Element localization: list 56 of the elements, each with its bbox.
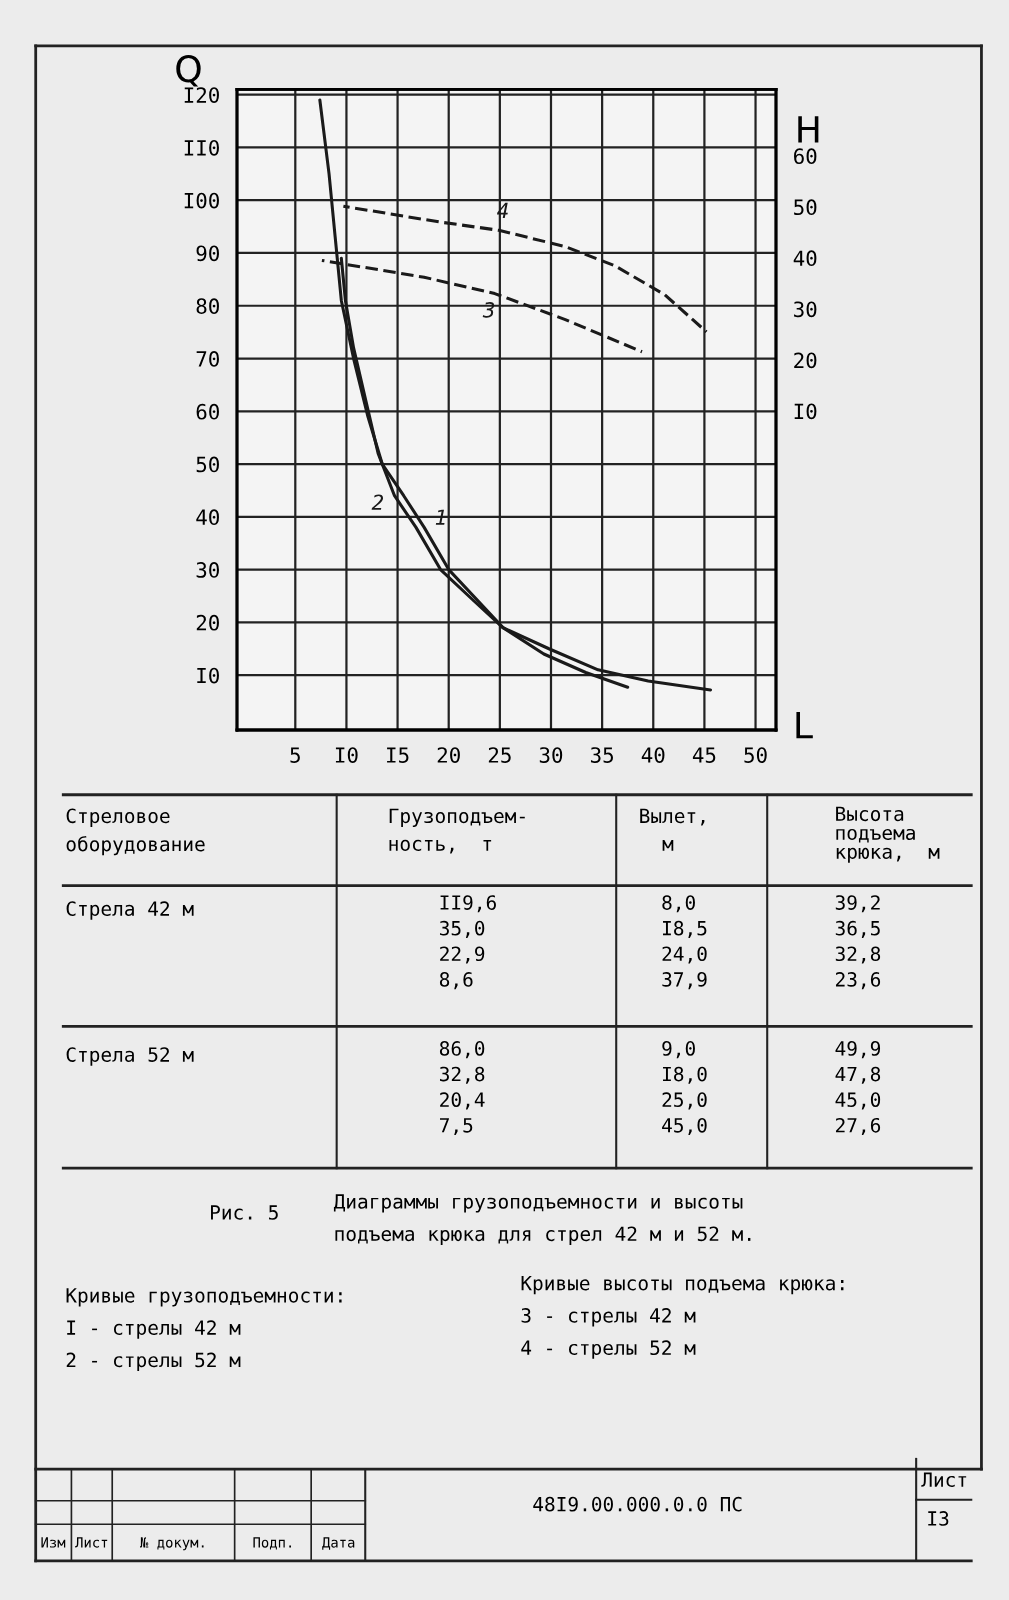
y-tick-label: 30 bbox=[196, 562, 219, 578]
text: Кривые грузоподъемности: I - стрелы 42 м 2 - стрелы 52 м bbox=[66, 1288, 342, 1372]
y2-tick-label: 40 bbox=[793, 250, 817, 267]
text: Подп. bbox=[253, 1537, 291, 1550]
text: Кривые высоты подъема крюка: 3 - стрелы 42 м 4 - стрелы 52 м bbox=[521, 1275, 844, 1359]
text: 9,0 I8,0 25,0 45,0 bbox=[662, 1041, 707, 1136]
y-tick-label: II0 bbox=[184, 139, 219, 156]
x-tick-label: 5 bbox=[290, 747, 300, 763]
text: II9,6 35,0 22,9 8,6 bbox=[439, 895, 496, 990]
text: 39,2 36,5 32,8 23,6 bbox=[835, 895, 881, 990]
text: 86,0 32,8 20,4 7,5 bbox=[439, 1041, 485, 1136]
y2-tick-label: 60 bbox=[794, 148, 817, 165]
x-tick-label: I5 bbox=[387, 747, 409, 763]
text: Стрела 42 м bbox=[66, 901, 194, 920]
y-tick-label: 80 bbox=[196, 298, 219, 315]
y-tick-label: 50 bbox=[196, 456, 219, 473]
text: I3 bbox=[928, 1511, 949, 1526]
text: 8,0 I8,5 24,0 37,9 bbox=[662, 895, 707, 990]
text: Рис. 5 bbox=[211, 1205, 278, 1220]
x-tick-label: 30 bbox=[539, 747, 563, 763]
x-tick-label: 45 bbox=[692, 747, 716, 763]
text: Лист bbox=[75, 1537, 108, 1548]
x-tick-label: 50 bbox=[744, 747, 767, 763]
y-tick-label: 90 bbox=[196, 245, 219, 262]
text: Грузоподъем- ность, т bbox=[389, 808, 525, 854]
y2-tick-label: I0 bbox=[794, 403, 817, 420]
text: Диаграммы грузоподъемности и высоты подъема крюка для стрел 42 м и 52 м. bbox=[333, 1194, 751, 1245]
x-tick-label: I0 bbox=[335, 747, 358, 763]
x-axis-title: L bbox=[796, 711, 813, 739]
x-tick-label: 40 bbox=[641, 747, 665, 763]
y-tick-label: 70 bbox=[196, 351, 219, 367]
series-label: 2 bbox=[371, 494, 384, 510]
y-axis-title: Q bbox=[176, 55, 201, 87]
y-tick-label: I0 bbox=[197, 667, 219, 684]
text: Дата bbox=[322, 1537, 355, 1550]
x-tick-label: 25 bbox=[488, 747, 511, 763]
text: 48I9.00.000.0.0 ПС bbox=[533, 1496, 742, 1512]
y2-tick-label: 30 bbox=[794, 301, 817, 318]
text: Лист bbox=[921, 1472, 967, 1488]
y-tick-label: 60 bbox=[196, 403, 219, 420]
text: Стреловое оборудование bbox=[66, 808, 205, 856]
y-tick-label: 20 bbox=[196, 614, 219, 631]
text: Стрела 52 м bbox=[66, 1047, 194, 1066]
text: Высота подъема крюка, м bbox=[836, 806, 940, 863]
text: № докум. bbox=[140, 1537, 204, 1551]
x-tick-label: 20 bbox=[437, 747, 460, 763]
y2-axis-title: H bbox=[798, 116, 819, 143]
y-tick-label: I20 bbox=[184, 87, 219, 103]
y-tick-label: I00 bbox=[184, 192, 219, 209]
y2-tick-label: 20 bbox=[794, 352, 817, 369]
text: Вылет, м bbox=[640, 808, 705, 851]
text: Изм bbox=[41, 1537, 66, 1548]
y2-tick-label: 50 bbox=[794, 199, 817, 216]
y-tick-label: 40 bbox=[196, 509, 219, 526]
x-tick-label: 35 bbox=[590, 747, 614, 763]
text: 49,9 47,8 45,0 27,6 bbox=[835, 1041, 881, 1136]
